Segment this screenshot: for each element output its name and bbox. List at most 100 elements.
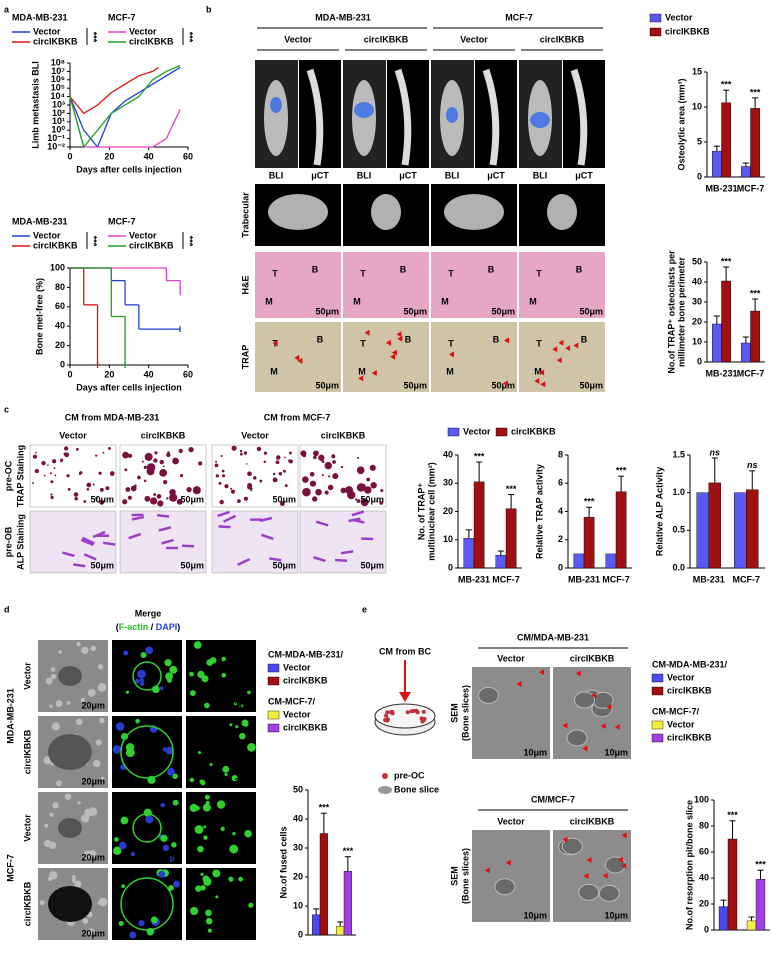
cell-dot — [138, 920, 145, 927]
legend-swatch — [267, 676, 280, 686]
stain-dot — [179, 473, 184, 478]
stain-streak — [131, 515, 145, 521]
significance: *** — [319, 803, 330, 813]
mouse — [264, 80, 288, 156]
column-heading: CM from MDA-MB-231 — [65, 412, 160, 422]
stain-dot — [328, 475, 331, 478]
y-tick-label: 0 — [697, 171, 702, 181]
cell-dot — [118, 841, 127, 850]
stain-streak — [158, 526, 172, 532]
scale-label: 50μm — [491, 306, 515, 316]
legend-swatch — [651, 673, 664, 683]
stain-streak — [312, 556, 326, 563]
stain-dot — [74, 496, 78, 501]
bli-signal — [530, 112, 550, 128]
y-axis-label: millimeter bone perimeter — [676, 256, 686, 367]
stain-dot — [137, 475, 141, 480]
row-label: (Bone slices) — [460, 848, 470, 904]
arrow — [600, 722, 606, 729]
stain-dot — [280, 501, 285, 507]
y-tick-label: 0.0 — [672, 562, 685, 572]
cell-dot — [145, 646, 154, 655]
x-tick-label: MB-231 — [568, 574, 600, 584]
stain-dot — [284, 484, 288, 488]
x-axis-label: Days after cells injection — [76, 382, 182, 392]
cell-dot — [81, 646, 89, 654]
error-bar — [713, 145, 720, 152]
column-heading: CM/MDA-MB-231 — [517, 632, 589, 642]
scale-label: 20μm — [81, 700, 105, 710]
cell-dot — [71, 878, 76, 883]
cell-dot — [165, 746, 174, 755]
cell-dot — [220, 826, 225, 832]
scale-label: 10μm — [604, 747, 628, 757]
tissue-label: T — [272, 268, 278, 278]
stain-dot — [98, 471, 102, 475]
image-label: μCT — [575, 170, 593, 180]
group-label: Vector — [59, 430, 87, 440]
significance: *** — [755, 860, 766, 870]
significance: *** — [721, 80, 732, 90]
stain-dot — [50, 493, 53, 496]
scale-label: 50μm — [360, 560, 384, 570]
legend-title: CM-MCF-7/ — [268, 696, 315, 706]
bar — [718, 906, 729, 931]
y-tick-label: 40 — [443, 449, 453, 459]
stain-dot — [243, 451, 248, 455]
y-tick-label: 40 — [692, 276, 702, 286]
stain-streak — [260, 533, 274, 541]
bone — [570, 68, 588, 166]
significance: *** — [616, 466, 627, 476]
stain-dot — [247, 471, 252, 477]
row-label: MDA-MB-231 — [5, 688, 15, 744]
group-label: Vector — [284, 34, 312, 44]
stain-streak — [335, 558, 348, 562]
y-tick-label: 20 — [55, 340, 65, 350]
stain-dot — [143, 479, 147, 483]
cell-dot — [64, 793, 72, 800]
stain-dot — [83, 500, 87, 503]
row-label: Vector — [22, 814, 32, 842]
legend-swatch — [495, 427, 508, 437]
micrograph — [112, 868, 182, 940]
legend-swatch — [649, 27, 662, 37]
stain-dot — [176, 498, 183, 505]
y-tick-label: 0 — [558, 562, 563, 572]
cell-dot — [235, 725, 239, 729]
x-tick-label: 60 — [183, 151, 193, 161]
arrow — [621, 862, 627, 869]
stain-dot — [109, 471, 115, 476]
arrow — [502, 380, 508, 387]
cell-dot — [97, 683, 107, 692]
significance: *** — [506, 484, 517, 494]
cell-dot — [216, 800, 226, 809]
y-axis-label: Bone met-free (%) — [34, 278, 44, 355]
arrow — [504, 337, 510, 344]
y-tick-label: 30 — [293, 842, 303, 852]
bar — [605, 553, 617, 569]
arrow — [484, 867, 490, 874]
legend-swatch — [651, 686, 664, 696]
stain-dot — [324, 461, 332, 470]
diagram-label: CM from BC — [379, 646, 431, 656]
cell-dot — [248, 902, 254, 908]
actin-ring — [120, 725, 174, 779]
stain-dot — [230, 487, 233, 490]
bli-signal — [354, 102, 374, 118]
stain-dot — [75, 447, 79, 451]
stain-dot — [51, 459, 57, 464]
legend-label: Vector — [665, 12, 693, 22]
scale-label: 2μm — [234, 776, 253, 786]
cell-dot — [167, 767, 175, 776]
arrow — [385, 339, 391, 346]
cell-dot — [90, 645, 96, 652]
stain-dot — [159, 459, 164, 465]
cell-dot — [49, 812, 54, 818]
cell-dot — [71, 875, 76, 879]
legend-label: circIKBKB — [283, 722, 328, 732]
stain-dot — [313, 455, 317, 460]
error-bar — [508, 494, 515, 509]
y-tick-label: 30 — [443, 478, 453, 488]
x-tick-label: 0 — [67, 369, 72, 379]
tissue-label: M — [358, 366, 366, 376]
